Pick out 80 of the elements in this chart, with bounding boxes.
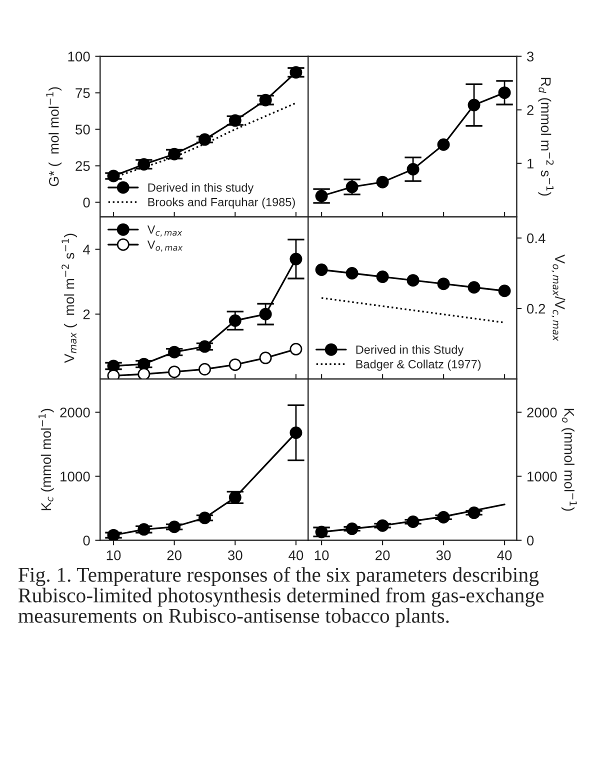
x-tick-label: 20 xyxy=(376,550,390,560)
point xyxy=(498,86,511,99)
y2-tick-label: 1000 xyxy=(528,472,557,482)
y2-axis-title: K$_{o}$ (mmol mol$^{−1}$) xyxy=(562,408,577,511)
legend-label: V$_{o,max}$ xyxy=(147,240,183,252)
point xyxy=(406,163,420,176)
point xyxy=(107,528,120,540)
x-tick-label: 20 xyxy=(167,550,182,560)
point xyxy=(168,148,181,160)
x-tick-label: 40 xyxy=(497,550,512,560)
y2-axis-title: V$_{o,max}$/V$_{c,max}$ xyxy=(552,254,566,342)
point xyxy=(107,170,120,182)
y2-tick-label: 0.4 xyxy=(526,233,546,244)
y2-tick-label: 0 xyxy=(526,536,534,546)
point xyxy=(259,94,272,106)
point xyxy=(259,308,272,320)
point xyxy=(315,526,328,538)
y-tick-label: 50 xyxy=(76,124,90,134)
point xyxy=(198,512,211,524)
legend-label: V$_{c,max}$ xyxy=(147,226,182,237)
caption: Fig. 1. Temperature responses of the six parameters describing Rubisco-limited photosynthesis determined from gas-exchange measurements on Rubisco-antisense tobacco plants. xyxy=(18,566,544,628)
point xyxy=(437,138,450,151)
y2-tick-label: 2000 xyxy=(527,408,557,418)
y-tick-label: 25 xyxy=(76,161,90,171)
point xyxy=(376,176,389,188)
point xyxy=(468,98,480,112)
point xyxy=(168,520,181,534)
y-tick-label: 75 xyxy=(76,88,90,98)
x-tick-label: 10 xyxy=(106,550,121,560)
point xyxy=(228,314,242,327)
point xyxy=(290,66,302,79)
y-axis-title: V$_{max}$ ( mol m$^{−2}$ s$^{−1}$) xyxy=(62,234,77,363)
y-tick-label: 1000 xyxy=(60,472,90,482)
point xyxy=(315,190,328,202)
point xyxy=(290,426,302,440)
y2-tick-label: 0.2 xyxy=(526,304,546,314)
point xyxy=(406,274,420,287)
y-axis-title: G* ( mol mol$^{−1}$) xyxy=(46,87,62,186)
y-axis-title: K$_{c}$ (mmol mol$^{−1}$) xyxy=(38,408,54,510)
y-tick-label: 2 xyxy=(83,309,90,320)
y-tick-label: 2000 xyxy=(60,408,90,418)
point xyxy=(168,366,181,378)
point xyxy=(168,346,181,358)
point xyxy=(198,363,211,376)
x-tick-label: 10 xyxy=(314,550,329,560)
point xyxy=(376,270,389,284)
y2-tick-label: 1 xyxy=(528,158,534,168)
y-tick-label: 0 xyxy=(83,198,90,208)
point xyxy=(468,281,480,294)
legend-label: Derived in this Study xyxy=(356,345,464,356)
y2-tick-label: 3 xyxy=(526,52,534,62)
legend-label: Brooks and Farquhar (1985) xyxy=(148,198,295,209)
y2-axis-title: R$_{d}$ (mmol m$^{−2}$ s$^{−1}$) xyxy=(538,78,554,196)
point xyxy=(228,358,242,371)
x-tick-label: 30 xyxy=(228,550,242,560)
point xyxy=(437,278,450,290)
y2-tick-label: 2 xyxy=(527,105,534,115)
point xyxy=(107,360,120,372)
point xyxy=(138,158,150,171)
legend-label: Derived in this study xyxy=(148,183,254,194)
point xyxy=(315,263,328,276)
y-tick-label: 0 xyxy=(83,536,90,546)
y-tick-label: 4 xyxy=(83,244,90,254)
point xyxy=(346,267,358,280)
point xyxy=(198,340,211,353)
point xyxy=(498,284,511,298)
point xyxy=(198,133,211,146)
point xyxy=(228,114,242,127)
point xyxy=(138,523,150,536)
x-tick-label: 30 xyxy=(436,550,451,560)
x-tick-label: 40 xyxy=(288,550,304,560)
point xyxy=(346,180,358,194)
point xyxy=(228,491,242,504)
point xyxy=(290,252,302,266)
point xyxy=(290,342,302,356)
y-tick-label: 100 xyxy=(68,52,90,62)
point xyxy=(259,352,272,364)
point xyxy=(138,358,150,370)
point xyxy=(138,368,150,379)
legend-label: Badger & Collatz (1977) xyxy=(356,360,481,371)
